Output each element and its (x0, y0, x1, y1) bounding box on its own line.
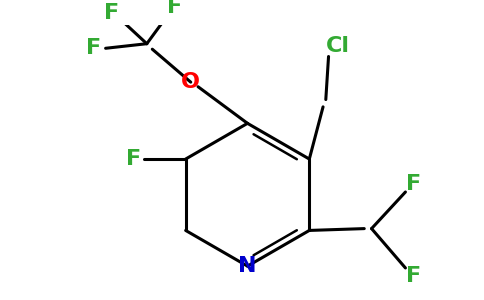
Text: F: F (406, 174, 421, 194)
Text: F: F (104, 3, 119, 22)
Text: F: F (166, 0, 182, 17)
Text: O: O (181, 72, 200, 92)
Text: F: F (126, 149, 141, 169)
Text: F: F (86, 38, 101, 58)
Text: F: F (406, 266, 421, 286)
Text: Cl: Cl (326, 35, 350, 56)
Text: N: N (238, 256, 257, 276)
